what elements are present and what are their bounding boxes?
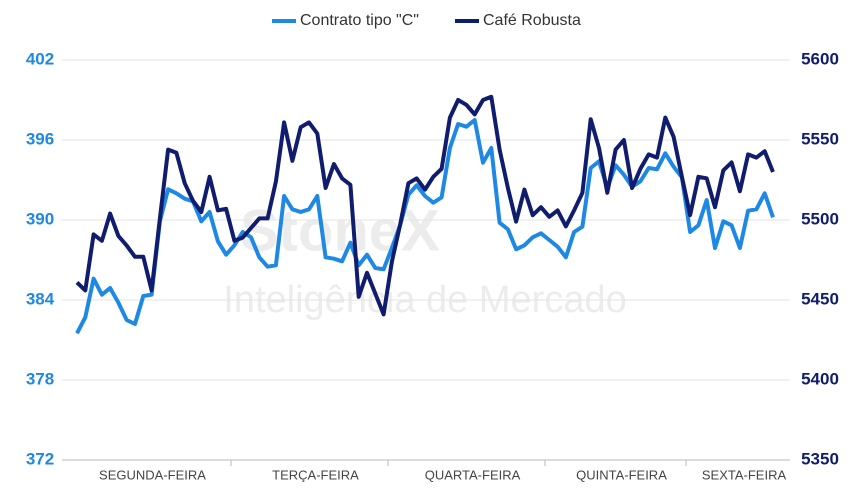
series-line <box>75 94 775 317</box>
y2-tick-label: 5550 <box>801 129 839 148</box>
y2-tick-label: 5600 <box>801 49 839 68</box>
y2-tick-label: 5500 <box>801 209 839 228</box>
y-tick-label: 378 <box>26 369 54 388</box>
x-tick-label: QUARTA-FEIRA <box>425 467 521 482</box>
y-tick-label: 396 <box>26 129 54 148</box>
y-tick-label: 384 <box>26 289 55 308</box>
legend-label: Contrato tipo "C" <box>300 12 419 29</box>
y2-tick-label: 5450 <box>801 289 839 308</box>
legend-label: Café Robusta <box>483 12 581 29</box>
x-tick-label: SEXTA-FEIRA <box>702 467 787 482</box>
x-tick-label: SEGUNDA-FEIRA <box>99 467 206 482</box>
x-tick-label: TERÇA-FEIRA <box>272 467 359 482</box>
y2-tick-label: 5400 <box>801 369 839 388</box>
x-tick-label: QUINTA-FEIRA <box>576 467 667 482</box>
watermark: StoneX <box>240 198 440 263</box>
y2-tick-label: 5350 <box>801 449 839 468</box>
y-tick-label: 390 <box>26 209 54 228</box>
y-tick-label: 402 <box>26 49 54 68</box>
y-tick-label: 372 <box>26 449 54 468</box>
